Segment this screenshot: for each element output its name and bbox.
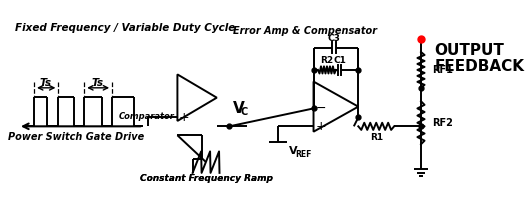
- Text: Constant Frequency Ramp: Constant Frequency Ramp: [139, 174, 272, 183]
- Text: Comparator: Comparator: [119, 112, 175, 121]
- Text: R2: R2: [321, 56, 333, 65]
- Text: C3: C3: [328, 34, 341, 43]
- Text: R1: R1: [369, 133, 383, 142]
- Text: REF: REF: [296, 150, 312, 159]
- Text: Fixed Frequency / Variable Duty Cycle: Fixed Frequency / Variable Duty Cycle: [15, 23, 236, 33]
- Text: Power Switch Gate Drive: Power Switch Gate Drive: [8, 132, 144, 142]
- Text: Ts: Ts: [92, 78, 104, 88]
- Text: RF2: RF2: [432, 118, 453, 128]
- Text: OUTPUT
FEEDBACK: OUTPUT FEEDBACK: [435, 43, 524, 74]
- Text: C1: C1: [333, 56, 346, 65]
- Text: Constant Frequency Ramp: Constant Frequency Ramp: [139, 174, 272, 183]
- Text: +: +: [315, 120, 326, 133]
- Text: −: −: [315, 102, 326, 115]
- Text: V: V: [233, 101, 245, 116]
- Text: C: C: [241, 107, 248, 117]
- Text: Error Amp & Compensator: Error Amp & Compensator: [233, 26, 377, 37]
- Text: RF1: RF1: [432, 65, 453, 75]
- Text: V: V: [289, 146, 298, 155]
- Text: −: −: [179, 129, 189, 142]
- Text: Ts: Ts: [40, 78, 52, 88]
- Text: +: +: [179, 111, 189, 124]
